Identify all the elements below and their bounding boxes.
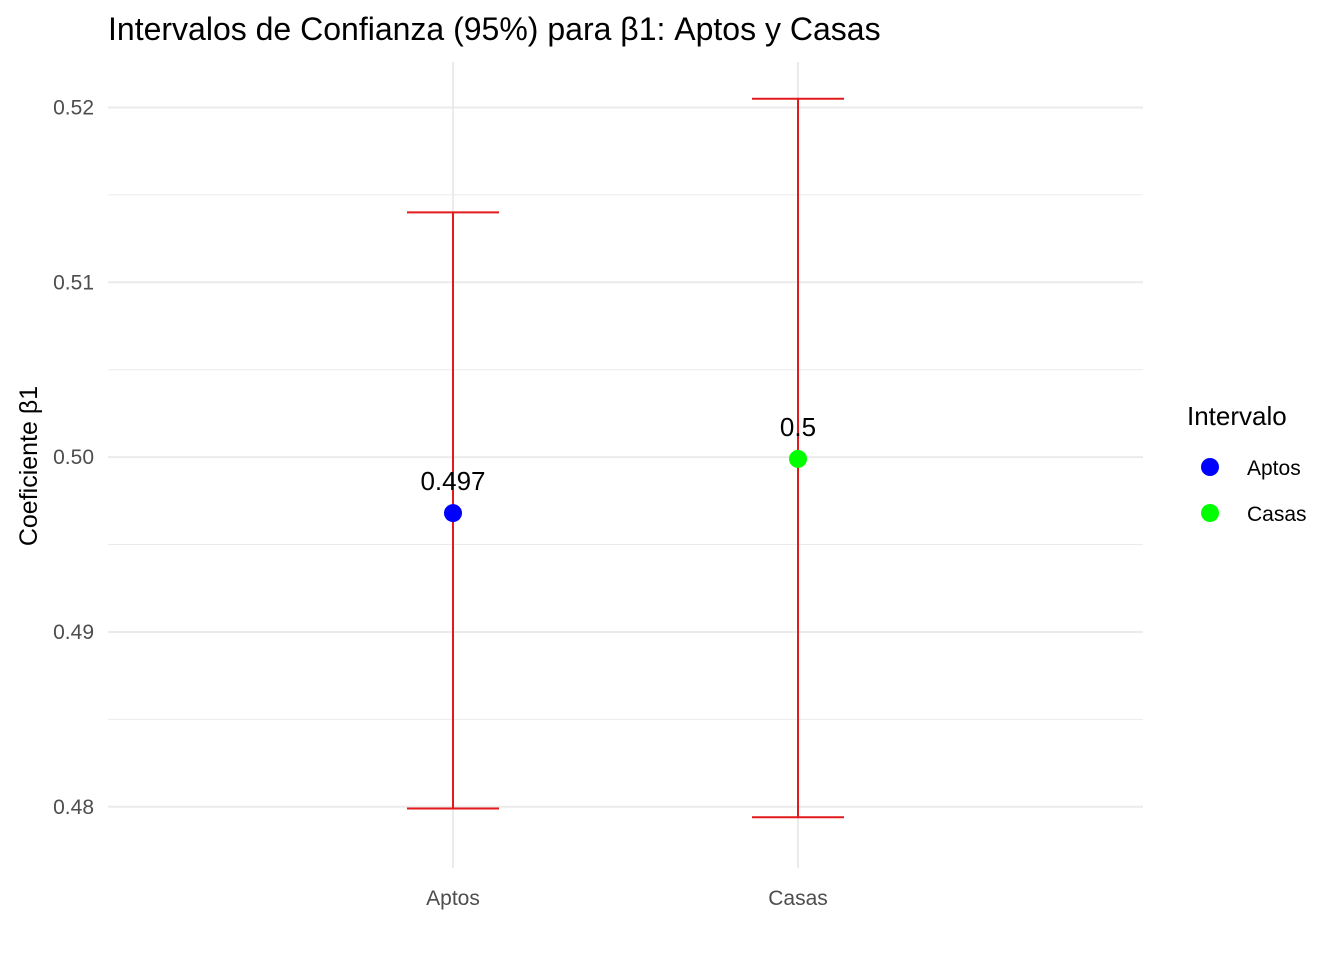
y-tick-label: 0.52 [53, 96, 94, 119]
point-aptos [444, 504, 462, 523]
chart-title: Intervalos de Confianza (95%) para β1: A… [108, 11, 881, 47]
data-label: 0.5 [780, 412, 816, 442]
legend: Intervalo Aptos Casas [1187, 401, 1307, 526]
x-tick-label: Aptos [426, 887, 480, 910]
legend-key-aptos [1201, 458, 1219, 476]
legend-label: Aptos [1247, 457, 1301, 480]
legend-key-casas [1201, 504, 1219, 522]
grid [108, 62, 1143, 868]
y-axis-ticks: 0.48 0.49 0.50 0.51 0.52 [53, 96, 94, 818]
y-tick-label: 0.49 [53, 621, 94, 644]
point-casas [789, 449, 807, 468]
points [444, 449, 807, 523]
y-tick-label: 0.51 [53, 271, 94, 294]
x-axis-ticks: Aptos Casas [426, 887, 828, 910]
legend-label: Casas [1247, 503, 1307, 526]
x-tick-label: Casas [768, 887, 828, 910]
y-tick-label: 0.50 [53, 446, 94, 469]
y-tick-label: 0.48 [53, 796, 94, 819]
legend-title: Intervalo [1187, 401, 1287, 431]
y-axis-title: Coeficiente β1 [15, 386, 43, 546]
data-label: 0.497 [420, 466, 485, 496]
point-labels: 0.497 0.5 [420, 412, 816, 496]
